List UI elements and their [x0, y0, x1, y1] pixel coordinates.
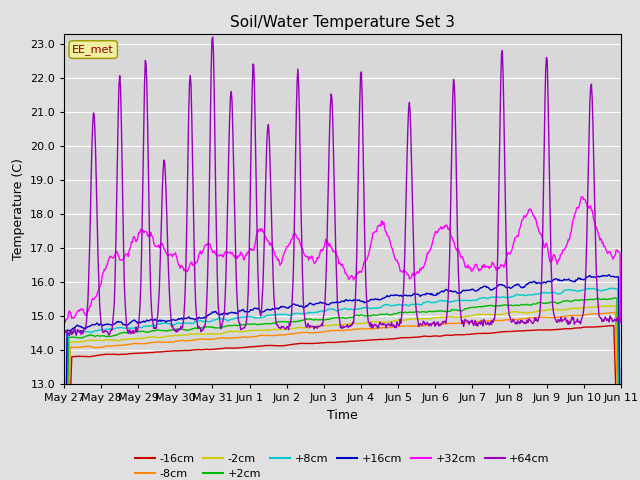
X-axis label: Time: Time: [327, 408, 358, 421]
Legend: -16cm, -8cm, -2cm, +2cm, +8cm, +16cm, +32cm, +64cm: -16cm, -8cm, -2cm, +2cm, +8cm, +16cm, +3…: [131, 449, 554, 480]
Y-axis label: Temperature (C): Temperature (C): [12, 158, 24, 260]
Text: EE_met: EE_met: [72, 44, 114, 55]
Title: Soil/Water Temperature Set 3: Soil/Water Temperature Set 3: [230, 15, 455, 30]
